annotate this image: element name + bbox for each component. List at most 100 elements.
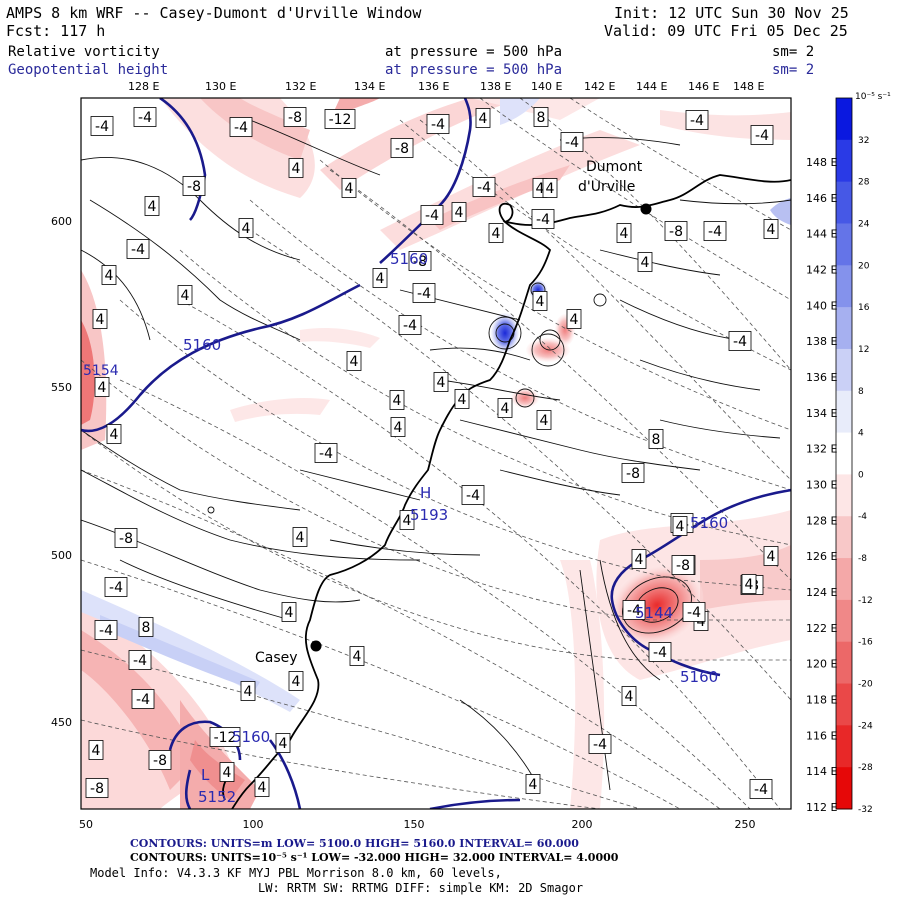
height-label-2: 5160 [183,336,222,354]
vorticity-contour-label: -8 [283,107,307,127]
footer-model-info: Model Info: V4.3.3 KF MYJ PBL Morrison 8… [90,866,502,880]
field1-level: at pressure = 500 hPa [385,44,563,60]
svg-text:4: 4 [641,255,650,271]
svg-text:-4: -4 [653,645,667,661]
svg-text:-4: -4 [109,580,123,596]
svg-text:4: 4 [676,519,685,535]
title: AMPS 8 km WRF -- Casey-Dumont d'Urville … [6,4,422,22]
svg-text:-8: -8 [288,110,302,126]
station-label-casey: Casey [255,650,298,666]
vorticity-contour-label: -4 [229,117,253,137]
right-meridian-label: 120 E [806,658,837,671]
vorticity-contour-label: 8 [533,107,549,127]
colorbar-tick-label: 0 [858,470,864,480]
right-meridian-labels: 148 E 146 E 144 E 142 E 140 E 138 E 136 E 134 E… [806,156,837,814]
svg-text:-4: -4 [431,117,445,133]
vorticity-contour-label: 4 [497,398,513,418]
svg-text:-4: -4 [131,242,145,258]
vorticity-contour-label: -4 [426,114,450,134]
colorbar-swatch [836,599,852,643]
vorticity-contour-label: 8 [138,617,154,637]
vorticity-contour-label: -12 [209,727,241,747]
svg-text:-4: -4 [593,737,607,753]
top-longitude-labels: 128 E 130 E 132 E 134 E 136 E 138 E 140 E 142 E… [128,80,764,93]
svg-text:4: 4 [296,530,305,546]
vorticity-contour-label: 4 [399,510,415,530]
plot-frame [80,97,792,810]
svg-text:-4: -4 [477,180,491,196]
init-time: Init: 12 UTC Sun 30 Nov 25 [614,4,849,22]
low-value-3: 5154 [83,363,119,379]
vorticity-contour-label: 4 [101,265,117,285]
svg-text:4: 4 [492,226,501,242]
vorticity-contour-label: -4 [531,209,555,229]
colorbar-swatch [836,307,852,350]
vorticity-contour-label: -8 [664,221,688,241]
vorticity-contour-label: 4 [341,178,357,198]
top-longitude-label: 134 E [354,80,385,93]
svg-text:4: 4 [181,288,190,304]
vorticity-contour-label: 4 [372,268,388,288]
vorticity-contour-label: -4 [420,205,444,225]
svg-text:4: 4 [546,181,555,197]
svg-text:-4: -4 [234,120,248,136]
colorbar-swatch [836,181,852,224]
vorticity-contour-label: 4 [488,223,504,243]
x-tick-label: 50 [79,818,93,831]
vorticity-contour-label: 4 [292,527,308,547]
vorticity-contour-label: -4 [703,221,727,241]
vorticity-contour-label: -4 [682,602,706,622]
svg-text:-8: -8 [153,753,167,769]
svg-text:-4: -4 [319,446,333,462]
right-meridian-label: 142 E [806,264,837,277]
footer-height-contours: CONTOURS: UNITS=m LOW= 5100.0 HIGH= 5160… [130,837,579,850]
x-axis-ticks: 50 100 150 200 250 [79,818,756,831]
vorticity-contour-label: 4 [94,377,110,397]
height-label-5: 5160 [232,728,271,746]
top-longitude-label: 146 E [688,80,719,93]
field2-name: Geopotential height [8,62,169,78]
svg-text:4: 4 [110,427,119,443]
field1-name: Relative vorticity [8,44,160,60]
vorticity-contour-label: -8 [148,750,172,770]
vorticity-labels: -4-4-4-8 -12 -4 4 8-8 -4-4-44-8 4 -4 44-4 44 4-4-8… [85,107,779,799]
right-meridian-label: 116 E [806,729,837,742]
svg-text:-8: -8 [395,141,409,157]
vorticity-contour-label: 4 [763,219,779,239]
svg-text:-4: -4 [708,224,722,240]
colorbar-tick-label: 4 [858,429,864,439]
right-meridian-label: 118 E [806,694,837,707]
svg-text:-4: -4 [133,653,147,669]
svg-text:4: 4 [96,312,105,328]
vorticity-contour-label: -4 [398,315,422,335]
svg-text:4: 4 [536,294,545,310]
colorbar-tick-labels: 32 28 24 20 16 12 8 4 0 -4 -8 -12 -16 -20 -24 -28 -32 [858,136,873,815]
x-tick-label: 150 [404,818,425,831]
svg-text:-4: -4 [403,318,417,334]
svg-text:8: 8 [537,110,546,126]
svg-text:4: 4 [376,271,385,287]
vorticity-contour-label: -4 [128,650,152,670]
svg-text:4: 4 [403,513,412,529]
station-label-durville: d'Urville [578,179,636,195]
colorbar-swatch [836,265,852,308]
vorticity-contour-label: 4 [88,740,104,760]
svg-text:4: 4 [620,226,629,242]
vorticity-contour-label: 4 [288,158,304,178]
vorticity-contour-label: -4 [750,125,774,145]
svg-text:4: 4 [479,111,488,127]
vorticity-contour-label: 4 [532,291,548,311]
svg-text:-8: -8 [626,466,640,482]
vorticity-contour-label: 4 [346,351,362,371]
svg-text:-8: -8 [676,558,690,574]
colorbar-tick-label: -20 [858,680,873,690]
vorticity-contour-label: -8 [408,251,432,271]
colorbar-tick-label: 12 [858,345,869,355]
svg-text:-8: -8 [119,531,133,547]
x-tick-label: 100 [243,818,264,831]
svg-text:-4: -4 [690,113,704,129]
colorbar-swatch [836,683,852,726]
right-meridian-label: 112 E [806,801,837,814]
colorbar-tick-label: -4 [858,512,867,522]
colorbar-swatch [836,98,852,141]
